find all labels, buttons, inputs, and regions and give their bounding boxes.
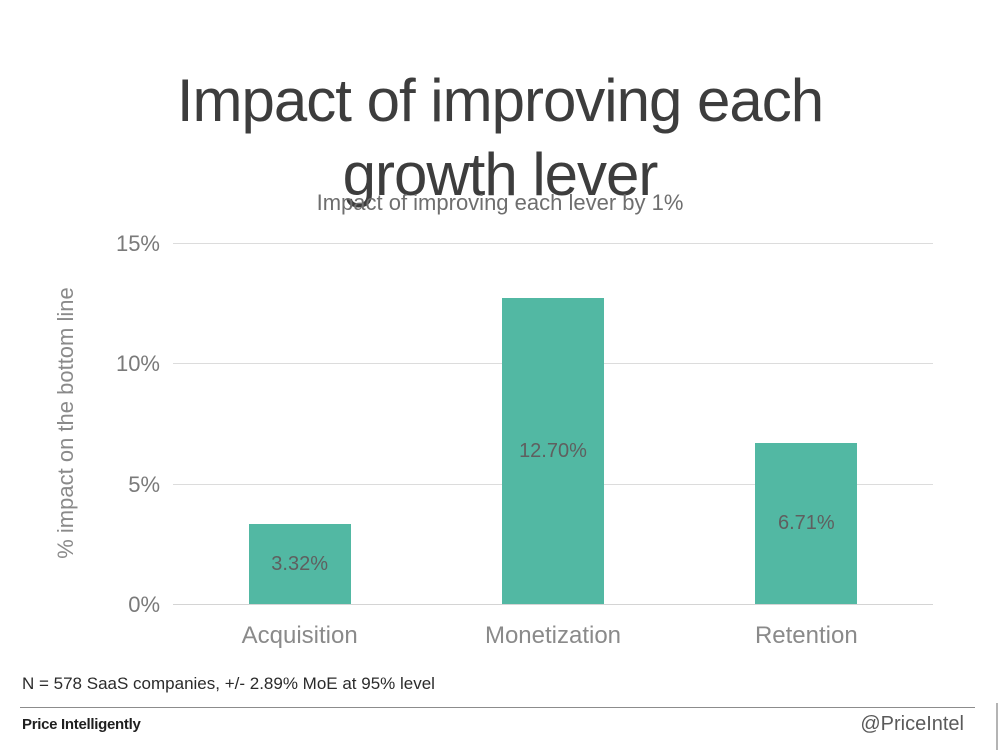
twitter-handle: @PriceIntel bbox=[860, 713, 964, 735]
bar-column-acquisition: 3.32% bbox=[173, 243, 426, 604]
brand-logo-text: Price Intelligently bbox=[22, 716, 141, 733]
page-title: Impact of improving each growth lever bbox=[0, 64, 1000, 212]
x-label-acquisition: Acquisition bbox=[241, 622, 358, 649]
bar-value-acquisition: 3.32% bbox=[271, 552, 329, 575]
bar-monetization: 12.70% bbox=[501, 298, 604, 604]
bar-retention: 6.71% bbox=[755, 442, 858, 604]
sample-size-note: N = 578 SaaS companies, +/- 2.89% MoE at… bbox=[22, 674, 435, 693]
bar-column-retention: 6.71% bbox=[680, 243, 933, 604]
chart-subtitle: Impact of improving each lever by 1% bbox=[316, 190, 684, 215]
footer-divider bbox=[20, 707, 975, 708]
y-tick-0: 0% bbox=[128, 592, 160, 617]
page-title-line1: Impact of improving each bbox=[176, 67, 824, 135]
y-axis-label: % impact on the bottom line bbox=[53, 287, 78, 559]
y-tick-15: 15% bbox=[115, 231, 160, 256]
bar-acquisition: 3.32% bbox=[248, 524, 351, 604]
gridline-15 bbox=[173, 243, 933, 244]
page-title-line2: growth lever bbox=[342, 141, 659, 209]
bar-value-retention: 6.71% bbox=[777, 511, 835, 534]
bar-value-monetization: 12.70% bbox=[519, 439, 587, 462]
x-label-retention: Retention bbox=[754, 622, 858, 649]
y-tick-5: 5% bbox=[128, 472, 160, 497]
plot-area: 3.32% 12.70% 6.71% bbox=[173, 243, 933, 605]
x-axis-labels: Acquisition Monetization Retention bbox=[173, 622, 933, 650]
x-label-monetization: Monetization bbox=[484, 622, 622, 649]
slide-edge-line bbox=[996, 703, 998, 750]
x-axis-line bbox=[173, 604, 933, 605]
y-tick-10: 10% bbox=[115, 351, 160, 376]
bar-column-monetization: 12.70% bbox=[426, 243, 679, 604]
bar-series: 3.32% 12.70% 6.71% bbox=[173, 243, 933, 604]
